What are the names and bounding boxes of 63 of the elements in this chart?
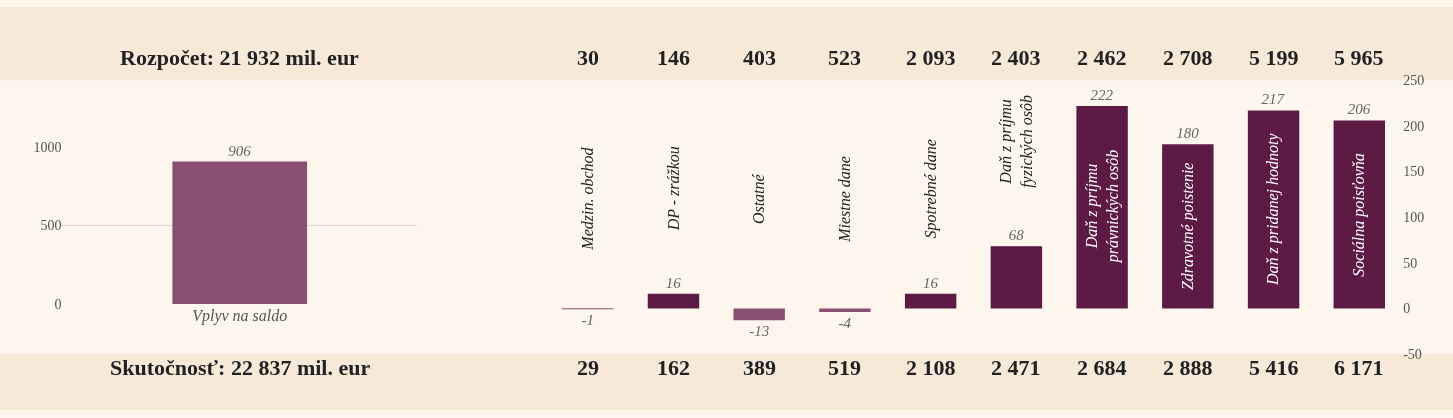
text: 146 [657,45,690,70]
text: 2 708 [1163,45,1213,70]
bar [990,246,1043,309]
data-label: -13 [749,323,770,340]
data-label: 68 [1008,227,1025,244]
y-tick-label: 150 [1403,164,1425,180]
y-tick-label: 1000 [33,139,62,155]
category-label: Miestne dane [835,156,853,242]
text: 519 [828,355,861,380]
text: 2 462 [1077,45,1127,70]
category-label: Daň z príjmu fyzických osôb [996,94,1035,188]
data-label: 16 [665,274,682,291]
text: 2 471 [991,355,1041,380]
bar [904,293,957,309]
category-label: DP - zrážkou [664,146,682,231]
text: 2 684 [1077,355,1127,380]
data-label: 16 [922,274,939,291]
data-label: 217 [1261,91,1286,108]
data-label: -4 [838,315,852,332]
text: Skutočnosť: 22 837 mil. eur [110,355,371,380]
category-label: Spotrebné dane [921,139,939,239]
category-label: Daň z príjmu právnických osôb [1082,149,1121,263]
y-tick-label: -50 [1403,346,1422,362]
category-label: Medzin. obchod [578,147,596,250]
text: 5 416 [1249,355,1299,380]
bar [733,308,785,321]
text: 2 888 [1163,355,1213,380]
category-label: Ostatné [750,174,768,225]
data-label: 906 [228,142,252,159]
y-tick-label: 200 [1403,118,1425,134]
bar [1247,110,1300,309]
y-tick-label: 50 [1403,255,1418,271]
data-label: 222 [1090,86,1114,103]
text: Rozpočet: 21 932 mil. eur [120,45,360,70]
data-label: -1 [581,312,594,329]
y-tick-label: 100 [1403,210,1425,226]
bar [1333,120,1385,309]
x-tick-label: Vplyv na saldo [192,307,288,326]
text: 5 965 [1334,45,1384,70]
data-label: 180 [1176,125,1200,142]
bar [647,293,700,309]
category-label: Daň z pridanej hodnoty [1264,133,1282,285]
y-tick-label: 0 [54,296,62,312]
text: 403 [743,45,776,70]
text: 5 199 [1249,45,1299,70]
y-tick-label: 250 [1403,73,1425,89]
text: 30 [577,45,599,70]
text: 2 093 [906,45,956,70]
bar [819,308,871,313]
data-label: 206 [1347,101,1371,118]
text: 2 108 [906,355,956,380]
category-label: Zdravotné poistenie [1178,162,1196,291]
text: 6 171 [1334,355,1384,380]
text: 162 [657,355,690,380]
bar [1076,105,1128,309]
text: 389 [743,355,776,380]
text: 29 [577,355,599,380]
text: 523 [828,45,861,70]
y-tick-label: 500 [40,218,62,234]
bar [1162,144,1214,309]
text: 2 403 [991,45,1041,70]
y-tick-label: 0 [1403,301,1411,317]
category-label: Sociálna poisťovňa [1349,153,1367,277]
